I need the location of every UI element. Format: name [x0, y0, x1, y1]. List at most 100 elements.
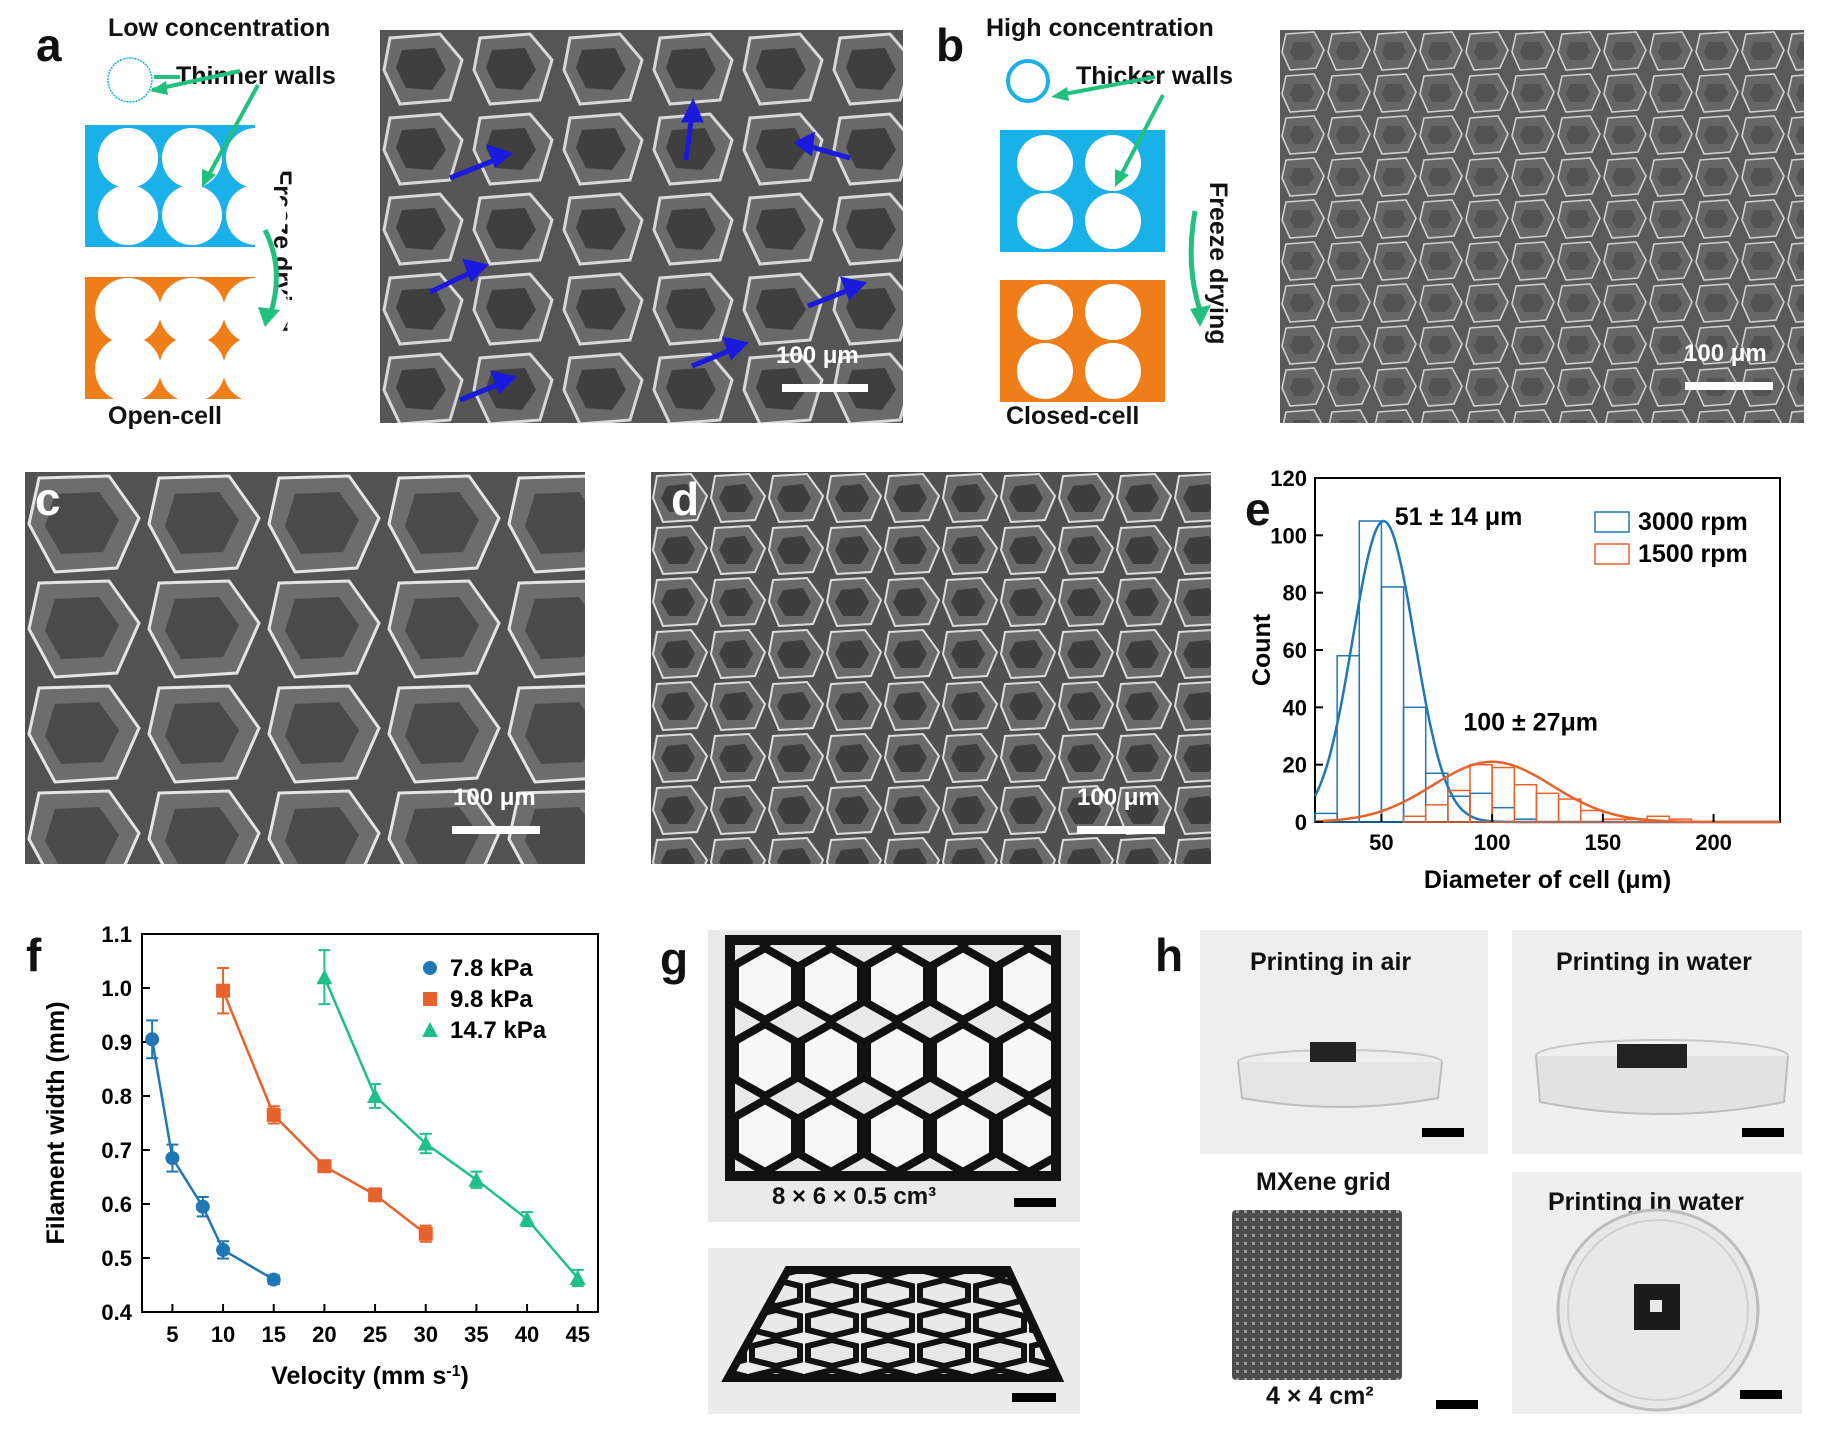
panel-c-sem-image: c 100 μm: [25, 472, 585, 864]
panel-h-photo-grid: MXene grid 4 × 4 cm²: [1210, 1168, 1480, 1414]
legend-marker: [423, 961, 437, 975]
histogram-bar: [1535, 792, 1560, 823]
panel-e-label: e: [1245, 483, 1271, 535]
series-line: [323, 976, 579, 1279]
legend-marker: [422, 1022, 438, 1037]
panel-b-scale-label: 100 μm: [1684, 340, 1767, 367]
x-tick-label: 25: [363, 1322, 387, 1347]
legend-swatch: [1594, 511, 1630, 533]
histogram-bar: [1579, 809, 1604, 823]
data-point: [417, 1135, 434, 1151]
panel-h-photo-grid-size: 4 × 4 cm²: [1266, 1382, 1374, 1410]
x-tick-label: 40: [515, 1322, 539, 1347]
panel-h-photo-water-2-scale-bar: [1740, 1390, 1782, 1399]
plot-frame: [141, 933, 599, 1313]
data-point: [317, 1159, 332, 1174]
series-line: [221, 990, 427, 1235]
panel-c-label: c: [35, 473, 61, 525]
panel-b-bottom-text: Closed-cell: [1006, 402, 1140, 430]
histogram-bar: [1491, 806, 1516, 823]
panel-g-label: g: [660, 933, 689, 985]
x-tick-label: 150: [1584, 830, 1621, 855]
data-point: [216, 1242, 231, 1257]
panel-h-photo-grid-title: MXene grid: [1256, 1168, 1391, 1196]
x-tick-label: 45: [565, 1322, 589, 1347]
panel-d-scale-label: 100 μm: [1077, 784, 1160, 811]
legend-label: 7.8 kPa: [450, 955, 533, 982]
panel-b-label: b: [936, 19, 965, 71]
y-tick-label: 40: [1283, 695, 1307, 720]
y-tick-label: 100: [1270, 523, 1307, 548]
data-point: [316, 969, 333, 985]
panel-g-scale-bar-top: [1014, 1198, 1056, 1207]
panel-a-scale-bar: [782, 384, 868, 392]
panel-e-chart: 0 20 40 60 80 100 120 50 100 150 200 Diameter of ce…: [1248, 466, 1781, 894]
data-point: [266, 1272, 281, 1287]
panel-h-photo-water-1-title: Printing in water: [1556, 948, 1752, 976]
panel-b-sem-image: 100 μm: [1280, 30, 1804, 423]
panel-a-top-text: Low concentration: [108, 14, 331, 42]
x-tick-label: 100: [1474, 830, 1511, 855]
panel-a-scale-label: 100 μm: [776, 342, 859, 369]
histogram-bar: [1513, 783, 1538, 823]
panel-h-label: h: [1155, 929, 1184, 981]
histogram-bar: [1380, 586, 1405, 823]
panel-d-sem-image: d 100 μm: [651, 472, 1211, 864]
data-point: [216, 983, 231, 998]
histogram-bar: [1491, 766, 1516, 823]
data-point: [195, 1199, 210, 1214]
y-tick-label: 0.5: [101, 1246, 132, 1271]
panel-b-scale-bar: [1685, 382, 1773, 390]
legend-label: 14.7 kPa: [450, 1017, 547, 1044]
x-axis-label: Diameter of cell (μm): [1424, 866, 1671, 894]
y-tick-label: 0.9: [101, 1030, 132, 1055]
x-tick-label: 15: [261, 1322, 285, 1347]
histogram-bar: [1402, 706, 1427, 823]
panel-h-photo-grid-scale-bar: [1436, 1400, 1478, 1409]
panel-g-scale-bar-bottom: [1012, 1393, 1056, 1402]
panel-f-chart: 0.4 0.5 0.6 0.7 0.8 0.9 1.0 1.1 5 10 15 20 25 30 35 40 4…: [42, 922, 599, 1390]
panel-c-scale-bar: [452, 826, 540, 834]
y-tick-label: 0.7: [101, 1138, 132, 1163]
x-tick-label: 20: [312, 1322, 336, 1347]
y-tick-label: 60: [1283, 638, 1307, 663]
y-axis-label: Filament width (mm): [42, 1001, 70, 1244]
x-axis-label: Velocity (mm s-1): [271, 1362, 469, 1390]
data-point: [519, 1211, 536, 1227]
panel-a-bottom-text: Open-cell: [108, 402, 222, 430]
panel-d-label: d: [671, 473, 700, 525]
panel-h-photo-water-1-scale-bar: [1742, 1128, 1784, 1137]
x-tick-label: 10: [211, 1322, 235, 1347]
data-point: [418, 1226, 433, 1241]
histogram-bar: [1447, 795, 1471, 823]
panel-h-photo-air-scale-bar: [1422, 1128, 1464, 1137]
panel-a-sem-image: 100 μm: [380, 30, 903, 423]
y-tick-label: 0.4: [101, 1300, 132, 1325]
panel-g-honeycomb-photo-top: 8 × 6 × 0.5 cm³: [708, 930, 1080, 1222]
histogram-bar: [1557, 798, 1582, 823]
panel-c-scale-label: 100 μm: [453, 784, 536, 811]
panel-a-schematic: [85, 57, 289, 402]
data-point: [569, 1269, 586, 1285]
legend-marker: [423, 992, 437, 1006]
panel-g-size-label: 8 × 6 × 0.5 cm³: [772, 1183, 937, 1210]
histogram-bar: [1336, 654, 1361, 823]
histogram-bar: [1358, 520, 1383, 823]
y-tick-label: 1.0: [101, 976, 132, 1001]
x-tick-label: 50: [1369, 830, 1393, 855]
legend-swatch: [1594, 543, 1630, 565]
x-tick-label: 35: [464, 1322, 488, 1347]
y-tick-label: 120: [1270, 466, 1307, 491]
panel-a-label: a: [36, 19, 62, 71]
data-point: [367, 1088, 384, 1103]
annotation-1500rpm: 100 ± 27μm: [1463, 708, 1598, 736]
y-tick-label: 0: [1295, 810, 1307, 835]
y-tick-label: 0.6: [101, 1192, 132, 1217]
x-tick-label: 30: [413, 1322, 437, 1347]
x-tick-label: 200: [1695, 830, 1732, 855]
y-tick-label: 80: [1283, 581, 1307, 606]
legend-label: 3000 rpm: [1638, 508, 1748, 536]
legend-label: 9.8 kPa: [450, 986, 533, 1013]
fit-curve: [1314, 760, 1780, 824]
panel-h-photo-air: Printing in air: [1200, 930, 1488, 1154]
